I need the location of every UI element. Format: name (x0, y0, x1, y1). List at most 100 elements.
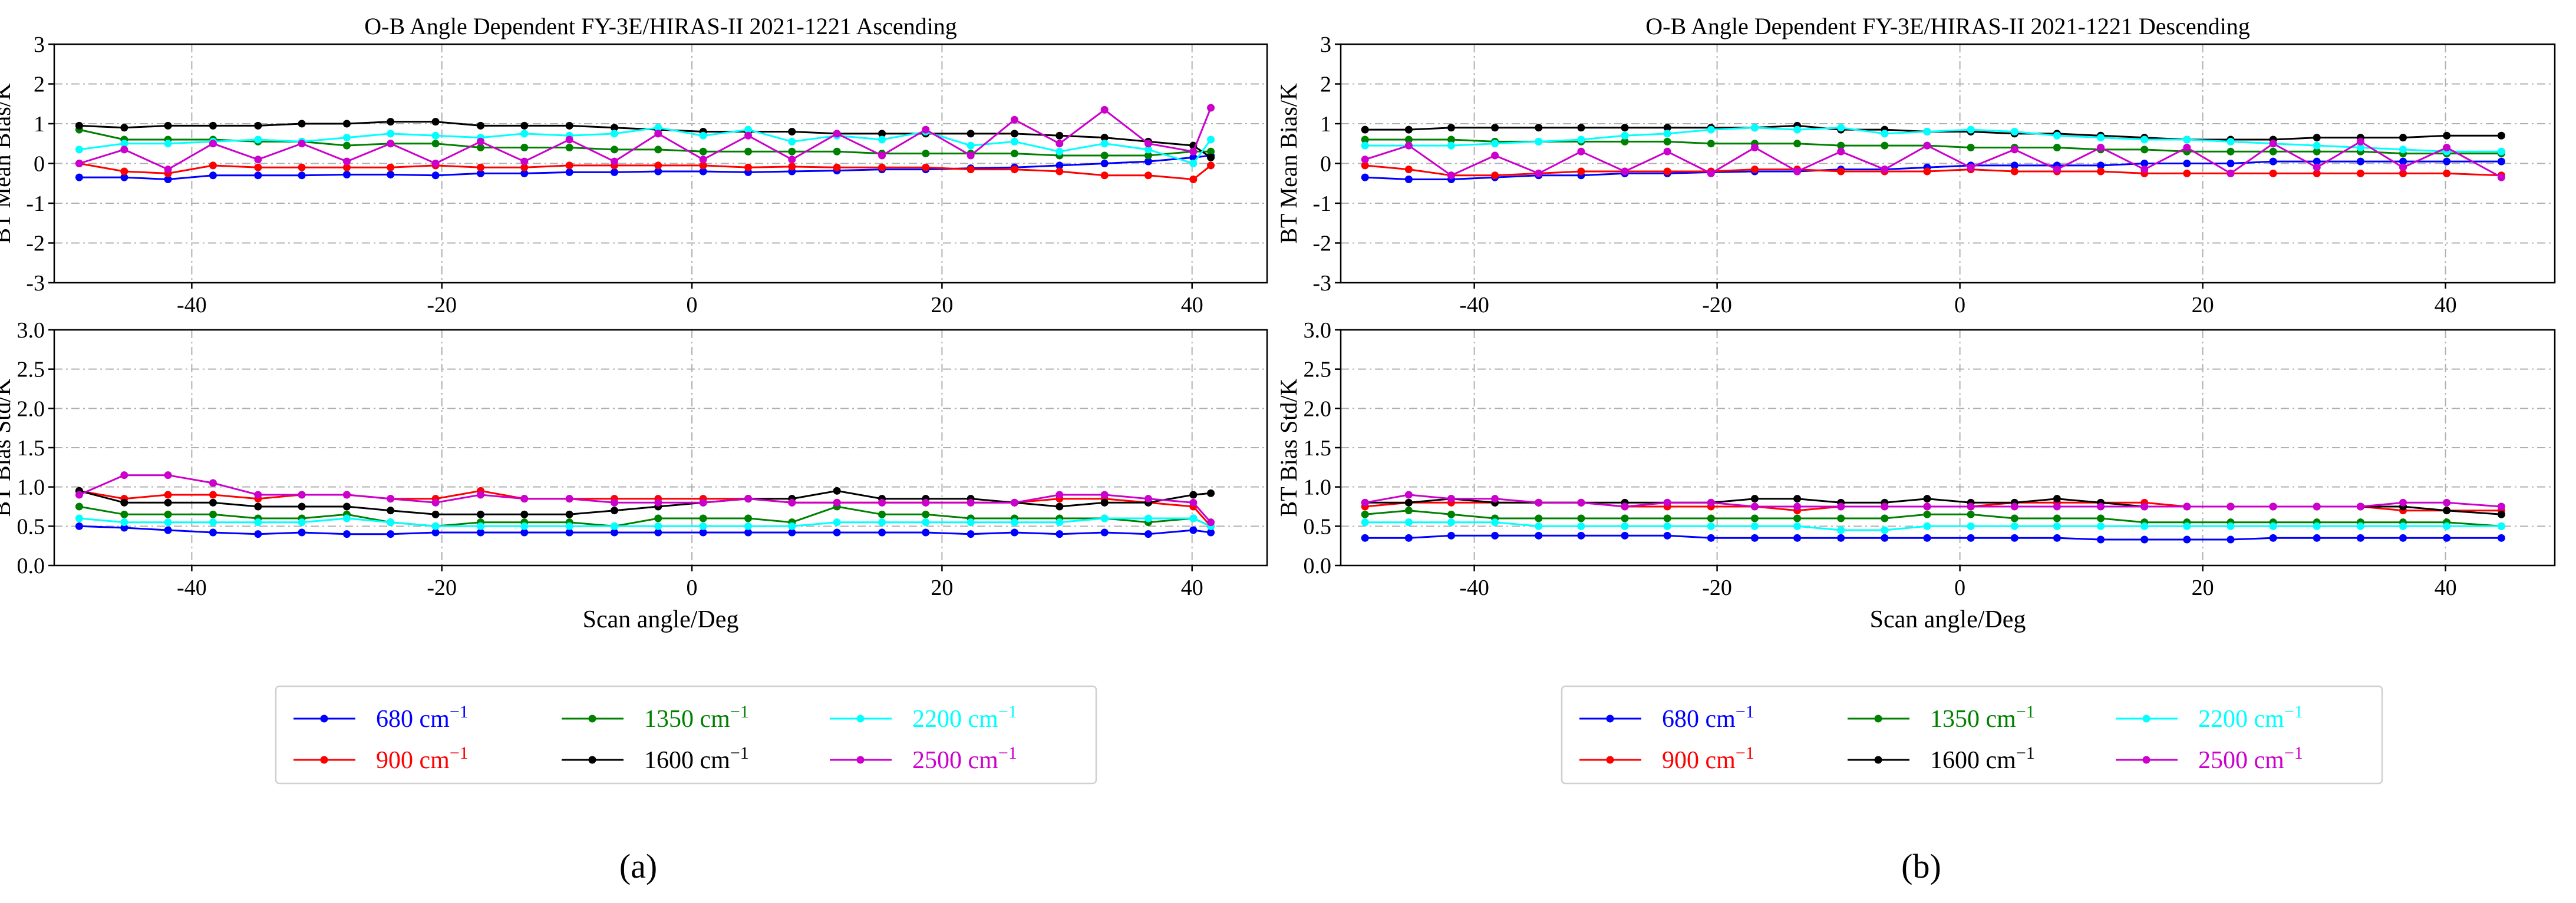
data-point-1350 (565, 144, 573, 151)
data-point-680 (1881, 534, 1889, 542)
legend-label-680: 680 cm−1 (1662, 702, 1754, 733)
data-point-1350 (788, 147, 796, 156)
data-point-680 (967, 530, 975, 538)
data-point-2500 (1923, 141, 1931, 150)
data-point-900 (654, 161, 662, 170)
data-point-2500 (2356, 137, 2364, 145)
data-point-1350 (1881, 141, 1889, 150)
data-point-2200 (1577, 135, 1585, 144)
x-axis-label: Scan angle/Deg (583, 606, 739, 633)
data-point-900 (699, 161, 707, 170)
data-point-2200 (1837, 124, 1845, 132)
data-point-900 (2269, 169, 2277, 177)
legend-label-value: 1350 (1930, 706, 1980, 733)
data-point-2500 (1707, 169, 1715, 177)
data-point-2500 (2010, 145, 2018, 154)
data-point-1600 (2443, 507, 2451, 515)
data-point-680 (298, 528, 306, 537)
data-point-2500 (1577, 498, 1585, 507)
data-point-2200 (431, 522, 440, 530)
data-point-2200 (1144, 514, 1152, 522)
data-point-680 (342, 170, 351, 178)
data-point-680 (1923, 534, 1931, 542)
data-point-2500 (1404, 141, 1413, 150)
data-point-2500 (209, 140, 217, 148)
y-tick-label: 1 (1320, 112, 1331, 137)
data-point-2500 (788, 498, 796, 507)
data-point-2500 (164, 166, 172, 174)
data-point-680 (654, 167, 662, 176)
data-point-2500 (1207, 104, 1215, 112)
data-point-1350 (654, 514, 662, 522)
data-point-1600 (1663, 124, 1671, 132)
data-point-2500 (1361, 498, 1369, 507)
data-point-2200 (1144, 145, 1152, 154)
data-point-2500 (1207, 518, 1215, 527)
data-point-680 (610, 528, 618, 537)
data-point-1350 (1577, 514, 1585, 522)
data-point-1350 (922, 510, 930, 518)
data-point-2200 (1447, 518, 1455, 527)
panel-label: (a) (619, 847, 657, 885)
series-line-1350 (79, 505, 1212, 527)
legend-label-unit: cm (1980, 706, 2016, 733)
legend-marker-2200 (2142, 715, 2150, 723)
data-point-680 (342, 530, 351, 538)
data-point-680 (2227, 535, 2235, 544)
data-point-1600 (298, 502, 306, 511)
data-point-2200 (2053, 522, 2061, 530)
legend-label-2200: 2200 cm−1 (912, 702, 1017, 733)
data-point-1350 (699, 514, 707, 522)
y-tick-label: 1.0 (17, 475, 45, 500)
legend-label-1350: 1350 cm−1 (1930, 702, 2035, 733)
data-point-680 (1361, 534, 1369, 542)
legend-label-value: 2200 (912, 706, 962, 733)
data-point-2500 (1491, 495, 1499, 503)
data-point-680 (565, 168, 573, 176)
data-point-1350 (120, 510, 128, 518)
data-point-1600 (1010, 130, 1018, 138)
data-point-2500 (2497, 502, 2505, 511)
data-point-680 (2140, 160, 2149, 167)
data-point-2200 (520, 522, 529, 530)
data-point-2500 (1144, 495, 1152, 503)
y-tick-label: 0.5 (17, 514, 45, 539)
data-point-2200 (2227, 137, 2235, 145)
data-point-1600 (120, 498, 128, 507)
data-point-1600 (1535, 124, 1543, 132)
legend-label-exponent: −1 (730, 702, 749, 722)
data-point-1350 (654, 145, 662, 154)
data-point-2200 (2497, 522, 2505, 530)
data-point-2200 (2010, 522, 2018, 530)
x-tick-label: 0 (687, 293, 698, 317)
data-point-900 (298, 163, 306, 171)
data-point-1350 (2313, 147, 2321, 156)
data-point-1600 (387, 118, 395, 126)
data-point-680 (2497, 534, 2505, 542)
data-point-2200 (2010, 128, 2018, 135)
data-point-680 (2356, 157, 2364, 166)
data-point-2200 (744, 125, 753, 134)
data-point-900 (2010, 167, 2018, 176)
data-point-2500 (2356, 502, 2364, 511)
legend-label-unit: cm (1699, 747, 1736, 774)
data-point-1350 (2140, 145, 2149, 154)
data-point-1600 (1577, 124, 1585, 132)
legend-label-exponent: −1 (1736, 743, 1754, 763)
chart-title: O-B Angle Dependent FY-3E/HIRAS-II 2021-… (364, 13, 956, 39)
data-point-2500 (744, 495, 753, 503)
data-point-2500 (2399, 163, 2407, 171)
data-point-900 (1663, 167, 1671, 176)
data-point-680 (610, 168, 618, 176)
data-point-2500 (699, 156, 707, 164)
x-tick-label: 40 (2435, 575, 2457, 600)
data-point-1350 (1361, 135, 1369, 144)
data-point-2500 (2183, 144, 2191, 151)
data-point-2500 (254, 491, 262, 499)
data-point-2200 (1491, 140, 1499, 148)
data-point-2200 (654, 522, 662, 530)
data-point-1350 (1967, 510, 1975, 518)
data-point-2200 (1621, 131, 1629, 140)
data-point-2200 (878, 135, 886, 144)
data-point-2200 (2497, 147, 2505, 156)
